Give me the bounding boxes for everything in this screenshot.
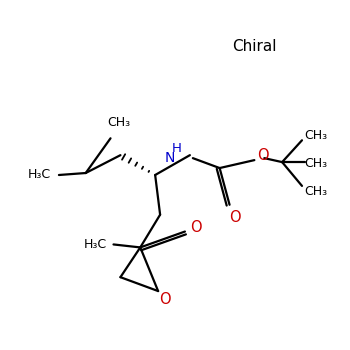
Text: N: N <box>165 151 175 165</box>
Text: O: O <box>257 148 269 163</box>
Text: O: O <box>159 292 171 307</box>
Text: H₃C: H₃C <box>84 238 107 251</box>
Text: H₃C: H₃C <box>28 168 51 182</box>
Text: O: O <box>190 220 202 235</box>
Text: O: O <box>229 210 240 225</box>
Text: CH₃: CH₃ <box>304 156 327 170</box>
Text: CH₃: CH₃ <box>304 186 327 198</box>
Text: Chiral: Chiral <box>232 38 276 54</box>
Text: CH₃: CH₃ <box>107 116 130 129</box>
Text: H: H <box>172 142 182 155</box>
Text: CH₃: CH₃ <box>304 129 327 142</box>
